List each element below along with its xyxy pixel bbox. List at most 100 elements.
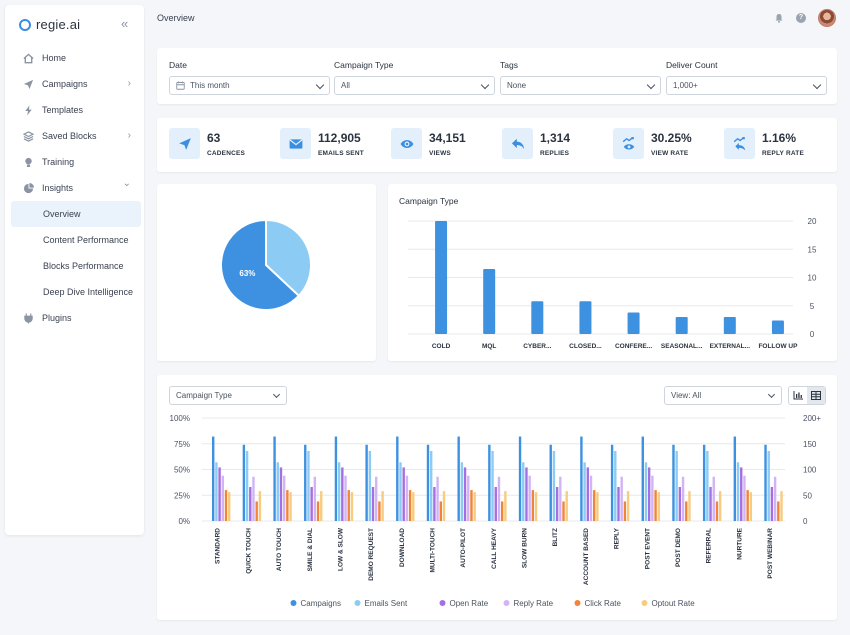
bar[interactable] [408, 490, 412, 521]
bar[interactable] [522, 462, 525, 521]
bar[interactable] [368, 450, 372, 521]
sidebar-item-saved-blocks[interactable]: Saved Blocks › [11, 123, 141, 149]
bar[interactable] [497, 476, 501, 521]
bar[interactable] [350, 492, 354, 521]
legend-item[interactable]: Click Rate [574, 599, 622, 608]
bar[interactable] [580, 436, 583, 521]
bar[interactable] [593, 490, 596, 521]
bar[interactable] [215, 462, 218, 521]
bar[interactable] [334, 436, 338, 521]
bar[interactable] [276, 462, 279, 521]
sidebar-item-plugins[interactable]: Plugins [11, 305, 141, 331]
help-icon[interactable]: ? [796, 13, 806, 23]
bar[interactable] [780, 491, 783, 521]
bar[interactable] [740, 467, 743, 521]
bar[interactable] [549, 444, 552, 521]
bar[interactable] [439, 501, 442, 521]
bar[interactable] [555, 487, 559, 521]
bar[interactable] [709, 487, 712, 521]
bar[interactable] [749, 492, 753, 521]
bar[interactable] [289, 492, 292, 521]
bar[interactable] [436, 476, 439, 521]
bar[interactable] [442, 491, 446, 521]
bar[interactable] [255, 501, 258, 521]
bar[interactable] [777, 501, 780, 521]
sidebar-item-home[interactable]: Home [11, 45, 141, 71]
bar[interactable] [733, 436, 737, 521]
bar[interactable] [494, 487, 497, 521]
bar[interactable] [688, 491, 691, 521]
bar[interactable] [654, 490, 657, 521]
bar[interactable] [675, 317, 688, 334]
bar[interactable] [426, 444, 430, 521]
bar[interactable] [249, 487, 252, 521]
bar[interactable] [242, 444, 246, 521]
bar[interactable] [500, 501, 504, 521]
bar[interactable] [657, 492, 660, 521]
bar[interactable] [279, 467, 283, 521]
bar[interactable] [644, 462, 648, 521]
bar[interactable] [565, 491, 568, 521]
bar[interactable] [310, 487, 313, 521]
bar[interactable] [405, 475, 409, 521]
bar[interactable] [504, 491, 507, 521]
bar[interactable] [457, 436, 460, 521]
bar[interactable] [678, 487, 682, 521]
bar[interactable] [488, 444, 491, 521]
bar[interactable] [218, 467, 221, 521]
bar[interactable] [463, 467, 467, 521]
bar[interactable] [559, 476, 562, 521]
bar[interactable] [712, 476, 715, 521]
bar[interactable] [617, 487, 620, 521]
avatar[interactable] [818, 9, 836, 27]
bar[interactable] [589, 475, 593, 521]
chart-view-button[interactable] [789, 387, 807, 404]
bar[interactable] [365, 444, 368, 521]
bar[interactable] [304, 444, 307, 521]
sidebar-item-campaigns[interactable]: Campaigns › [11, 71, 141, 97]
bar[interactable] [681, 476, 685, 521]
bar[interactable] [518, 436, 522, 521]
bar[interactable] [651, 475, 654, 521]
bar[interactable] [473, 492, 476, 521]
legend-item[interactable]: Campaigns [290, 599, 341, 608]
bar[interactable] [375, 476, 378, 521]
bar[interactable] [307, 450, 310, 521]
legend-item[interactable]: Reply Rate [503, 599, 554, 608]
bar[interactable] [320, 491, 323, 521]
bar[interactable] [641, 436, 644, 521]
bar[interactable] [245, 450, 249, 521]
bar[interactable] [586, 467, 590, 521]
bar[interactable] [381, 491, 384, 521]
bar[interactable] [282, 475, 286, 521]
bar[interactable] [313, 476, 317, 521]
bar[interactable] [672, 444, 675, 521]
bar[interactable] [627, 312, 640, 334]
bar[interactable] [412, 492, 415, 521]
bar[interactable] [212, 436, 215, 521]
bar[interactable] [528, 475, 531, 521]
bar[interactable] [460, 462, 464, 521]
bar[interactable] [316, 501, 320, 521]
bar[interactable] [531, 301, 544, 334]
bar[interactable] [596, 492, 599, 521]
filter-select[interactable]: None [500, 76, 661, 95]
sidebar-item-deep-dive-intelligence[interactable]: Deep Dive Intelligence [11, 279, 141, 305]
bar[interactable] [620, 476, 623, 521]
sidebar-item-insights[interactable]: Insights ⌄ [11, 175, 141, 201]
bar[interactable] [286, 490, 289, 521]
bar[interactable] [378, 501, 381, 521]
bar[interactable] [433, 487, 436, 521]
bar[interactable] [402, 467, 405, 521]
sidebar-item-templates[interactable]: Templates [11, 97, 141, 123]
bar[interactable] [702, 444, 706, 521]
bar[interactable] [771, 320, 784, 334]
bar[interactable] [435, 221, 448, 334]
bar[interactable] [371, 487, 375, 521]
bar[interactable] [626, 491, 630, 521]
bar[interactable] [341, 467, 344, 521]
pie-slice[interactable] [220, 218, 301, 311]
bar[interactable] [773, 476, 777, 521]
bar[interactable] [483, 269, 496, 334]
collapse-sidebar-icon[interactable]: « [121, 16, 129, 31]
